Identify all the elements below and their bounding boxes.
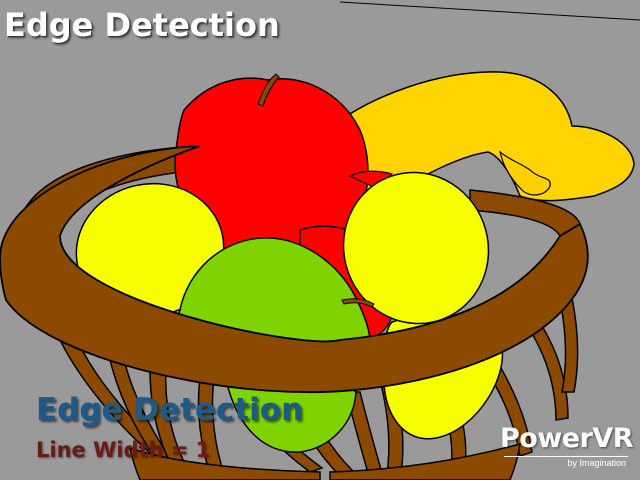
logo-divider (504, 456, 628, 457)
page-title: Edge Detection (4, 6, 280, 44)
overlay-demo-title: Edge Detection (36, 392, 304, 428)
basket-rim-inner-edge (59, 235, 341, 342)
apple-stem (257, 73, 280, 107)
basket-foot (129, 442, 521, 480)
logo-tagline: by Imagination (567, 458, 626, 468)
line-width-label: Line Width = 1 (36, 438, 211, 462)
banana-tip (499, 150, 551, 196)
background-edge-line (339, 1, 640, 21)
pear-stem (341, 298, 375, 308)
powervr-logo: PowerVR by Imagination (500, 423, 634, 472)
logo-brand: PowerVR (500, 423, 634, 454)
basket-rim-front (0, 145, 589, 394)
